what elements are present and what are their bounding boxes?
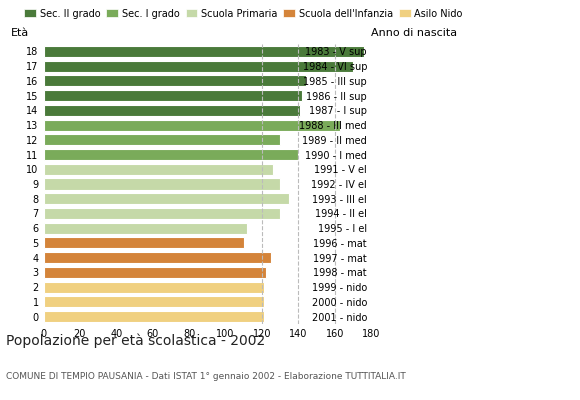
- Bar: [44, 75, 306, 86]
- Bar: [44, 134, 280, 145]
- Bar: [44, 223, 248, 234]
- Bar: [44, 120, 340, 130]
- Bar: [44, 208, 280, 219]
- Bar: [44, 311, 264, 322]
- Bar: [44, 105, 300, 116]
- Bar: [44, 267, 266, 278]
- Legend: Sec. II grado, Sec. I grado, Scuola Primaria, Scuola dell'Infanzia, Asilo Nido: Sec. II grado, Sec. I grado, Scuola Prim…: [20, 5, 467, 23]
- Bar: [44, 282, 264, 293]
- Bar: [44, 164, 273, 175]
- Bar: [44, 90, 302, 101]
- Text: COMUNE DI TEMPIO PAUSANIA - Dati ISTAT 1° gennaio 2002 - Elaborazione TUTTITALIA: COMUNE DI TEMPIO PAUSANIA - Dati ISTAT 1…: [6, 372, 405, 381]
- Bar: [44, 46, 364, 57]
- Bar: [44, 193, 289, 204]
- Bar: [44, 252, 271, 263]
- Bar: [44, 60, 353, 72]
- Bar: [44, 149, 298, 160]
- Text: Anno di nascita: Anno di nascita: [371, 28, 457, 38]
- Bar: [44, 296, 264, 308]
- Bar: [44, 238, 244, 248]
- Text: Età: Età: [11, 28, 29, 38]
- Bar: [44, 178, 280, 190]
- Text: Popolazione per età scolastica - 2002: Popolazione per età scolastica - 2002: [6, 334, 265, 348]
